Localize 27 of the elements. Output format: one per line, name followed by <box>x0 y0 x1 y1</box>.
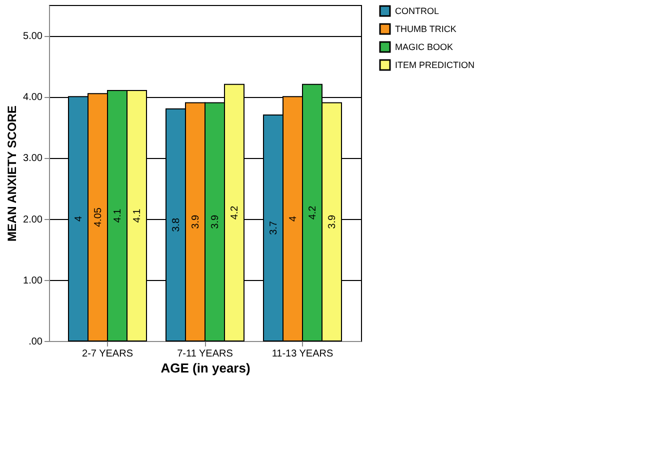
data-label: 3.7 <box>268 220 280 235</box>
data-label: 3.9 <box>190 214 202 229</box>
y-tick-label: 4.00 <box>23 92 43 104</box>
y-tick-label: 5.00 <box>23 31 43 42</box>
data-label: 3.9 <box>326 214 338 229</box>
data-label: 3.9 <box>210 214 221 229</box>
data-label: 4.1 <box>132 208 143 223</box>
data-label: 4.1 <box>112 208 124 223</box>
data-label: 4.05 <box>92 207 104 228</box>
data-label: 4.2 <box>229 205 240 220</box>
y-tick-label: 2.00 <box>23 214 43 226</box>
y-tick-label: .00 <box>28 336 43 348</box>
data-label: 3.8 <box>170 218 182 232</box>
y-tick-label: 3.00 <box>23 153 43 164</box>
x-tick-label: 2-7 YEARS <box>82 348 134 360</box>
x-axis-title: AGE (in years) <box>160 360 250 376</box>
x-tick-label: 7-11 YEARS <box>177 348 234 360</box>
legend-label: THUMB TRICK <box>395 24 456 34</box>
y-axis-title: MEAN ANXIETY SCORE <box>5 105 20 242</box>
legend-label: MAGIC BOOK <box>395 42 454 52</box>
data-label: 4.2 <box>307 205 318 220</box>
legend-label: CONTROL <box>395 6 440 16</box>
data-label: 4 <box>73 216 84 222</box>
x-tick-label: 11-13 YEARS <box>272 348 334 360</box>
legend-label: ITEM PREDICTION <box>395 60 475 70</box>
y-tick-label: 1.00 <box>23 275 43 286</box>
data-label: 4 <box>288 216 299 222</box>
